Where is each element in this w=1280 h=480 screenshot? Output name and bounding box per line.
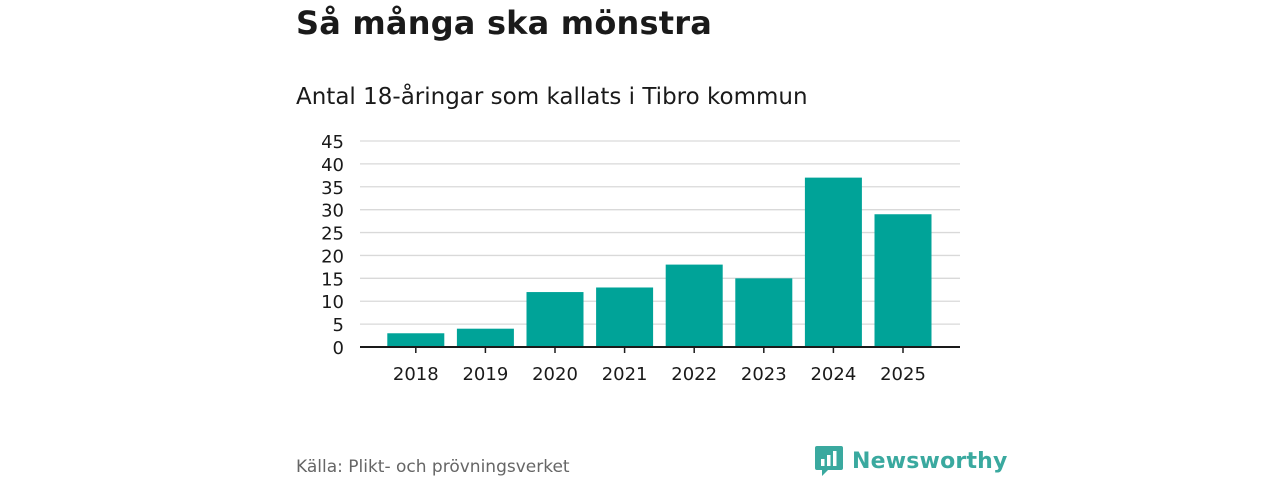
y-tick-label: 30 [321, 201, 344, 222]
chart-title: Så många ska mönstra [296, 4, 713, 42]
bar-2018 [387, 333, 445, 347]
y-tick-label: 0 [333, 338, 344, 359]
bar-chart-logo-icon [815, 446, 843, 476]
brand-name: Newsworthy [852, 448, 1008, 474]
x-tick-label: 2024 [810, 364, 856, 385]
x-tick-label: 2020 [532, 364, 578, 385]
y-tick-label: 25 [321, 224, 344, 245]
bar-2019 [456, 328, 514, 347]
y-tick-label: 5 [333, 315, 344, 336]
y-tick-label: 15 [321, 269, 344, 290]
y-tick-label: 45 [321, 132, 344, 153]
bar-2024 [804, 177, 862, 347]
bar-2022 [665, 264, 723, 347]
x-axis-ticks: 2018 2019 2020 2021 2022 2023 2024 2025 [393, 364, 926, 385]
x-tick-label: 2022 [671, 364, 717, 385]
brand-logo: Newsworthy [814, 444, 1008, 478]
bar-2021 [596, 287, 654, 347]
y-tick-label: 35 [321, 178, 344, 199]
bar-2020 [526, 292, 584, 347]
bar-2023 [735, 278, 793, 347]
chart-subtitle: Antal 18-åringar som kallats i Tibro kom… [296, 84, 808, 110]
x-tick-label: 2025 [880, 364, 926, 385]
y-tick-label: 10 [321, 292, 344, 313]
x-axis [360, 346, 960, 353]
x-tick-label: 2023 [741, 364, 787, 385]
x-tick-label: 2019 [462, 364, 508, 385]
bars [387, 177, 932, 347]
x-tick-label: 2021 [602, 364, 648, 385]
bar-2025 [874, 214, 932, 347]
x-tick-label: 2018 [393, 364, 439, 385]
source-note: Källa: Plikt- och prövningsverket [296, 457, 570, 477]
y-tick-label: 20 [321, 246, 344, 267]
y-tick-label: 40 [321, 155, 344, 176]
grid-lines [360, 140, 960, 325]
